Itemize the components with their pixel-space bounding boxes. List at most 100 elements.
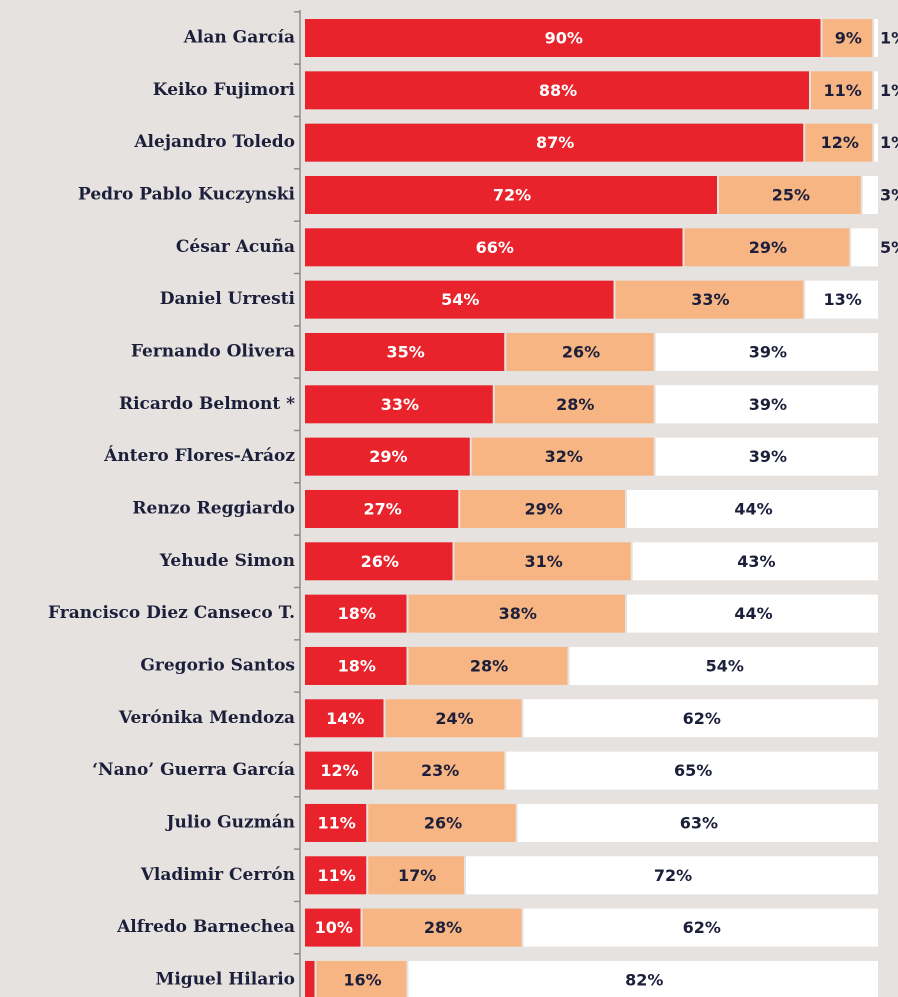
bar-segment (851, 228, 878, 267)
category-label: Renzo Reggiardo (132, 498, 295, 518)
bar-segment (305, 385, 493, 424)
bar-segment (466, 856, 878, 895)
category-label: Alfredo Barnechea (116, 917, 295, 937)
value-label: 62% (683, 709, 721, 728)
category-label: Gregorio Santos (140, 655, 295, 675)
bar-segment (862, 175, 878, 214)
bar-segment (627, 594, 878, 633)
bar-segment (569, 646, 878, 685)
bar-segment (305, 542, 453, 581)
value-label: 38% (499, 604, 537, 623)
bar-segment (408, 960, 878, 997)
value-label: 29% (524, 499, 562, 518)
bar-segment (874, 71, 878, 110)
bar-segment (460, 489, 625, 528)
value-label: 18% (338, 604, 376, 623)
value-label: 26% (424, 813, 462, 832)
value-label: 87% (536, 133, 574, 152)
value-label: 72% (493, 185, 531, 204)
value-label: 63% (680, 813, 718, 832)
bar-segment (374, 751, 505, 790)
value-label: 26% (562, 342, 600, 361)
value-label: 17% (398, 866, 436, 885)
value-label: 72% (654, 866, 692, 885)
category-label: Ricardo Belmont * (119, 394, 295, 414)
value-label: 23% (421, 761, 459, 780)
bar-segment (305, 751, 372, 790)
bar-segment (305, 280, 614, 319)
bar-segment (305, 960, 315, 997)
bar-segment (805, 123, 873, 162)
bar-segment (305, 594, 407, 633)
value-label: 39% (749, 395, 787, 414)
bar-segment (615, 280, 804, 319)
value-label: 24% (435, 709, 473, 728)
category-label: ‘Nano’ Guerra García (92, 760, 295, 780)
category-label: César Acuña (176, 237, 295, 257)
value-label: 29% (369, 447, 407, 466)
value-label: 11% (317, 813, 355, 832)
category-label: Keiko Fujimori (153, 80, 296, 100)
bar-segment (822, 19, 873, 57)
bar-segment (471, 437, 654, 476)
bar-segment (305, 803, 367, 842)
bar-segment (811, 71, 873, 110)
value-label: 54% (441, 290, 479, 309)
bar-segment (362, 908, 522, 947)
value-label: 13% (823, 290, 861, 309)
value-label: 31% (524, 552, 562, 571)
category-label: Fernando Olivera (131, 341, 295, 361)
value-label: 16% (343, 970, 381, 989)
value-label: 18% (338, 656, 376, 675)
bar-segment (506, 751, 878, 790)
bar-segment (305, 646, 407, 685)
bar-segment (719, 175, 861, 214)
value-label: 11% (317, 866, 355, 885)
value-label: 90% (545, 29, 583, 48)
bar-segment (408, 594, 625, 633)
category-label: Alejandro Toledo (133, 132, 295, 152)
bar-segment (408, 646, 568, 685)
value-label: 35% (386, 342, 424, 361)
category-label: Alan García (183, 28, 295, 48)
value-label: 1% (880, 29, 898, 48)
value-label: 25% (772, 185, 810, 204)
value-label: 12% (320, 761, 358, 780)
value-label: 12% (821, 133, 859, 152)
bar-segment (655, 332, 878, 371)
bar-segment (805, 280, 878, 319)
value-label: 54% (706, 656, 744, 675)
value-label: 66% (476, 238, 514, 257)
bar-segment (523, 699, 878, 738)
bar-segment (305, 489, 459, 528)
value-label: 26% (361, 552, 399, 571)
value-label: 39% (749, 447, 787, 466)
bar-segment (305, 228, 683, 267)
category-label: Vladimir Cerrón (140, 865, 295, 885)
bar-segment (305, 908, 361, 947)
category-label: Daniel Urresti (160, 289, 296, 309)
category-label: Francisco Diez Canseco T. (48, 603, 295, 623)
bar-segment (305, 123, 804, 162)
value-label: 32% (545, 447, 583, 466)
bar-segment (627, 489, 878, 528)
bar-segment (316, 960, 407, 997)
category-label: Ántero Flores-Aráoz (103, 445, 295, 466)
category-label: Pedro Pablo Kuczynski (78, 184, 296, 204)
value-label: 88% (539, 81, 577, 100)
value-label: 62% (683, 918, 721, 937)
value-label: 28% (424, 918, 462, 937)
bar-segment (655, 385, 878, 424)
value-label: 5% (880, 238, 898, 257)
value-label: 3% (880, 185, 898, 204)
bar-segment (506, 332, 654, 371)
bar-segment (523, 908, 878, 947)
bar-segment (684, 228, 850, 267)
value-label: 29% (749, 238, 787, 257)
value-label: 65% (674, 761, 712, 780)
bar-segment (874, 123, 878, 162)
value-label: 14% (326, 709, 364, 728)
bar-segment (368, 856, 464, 895)
